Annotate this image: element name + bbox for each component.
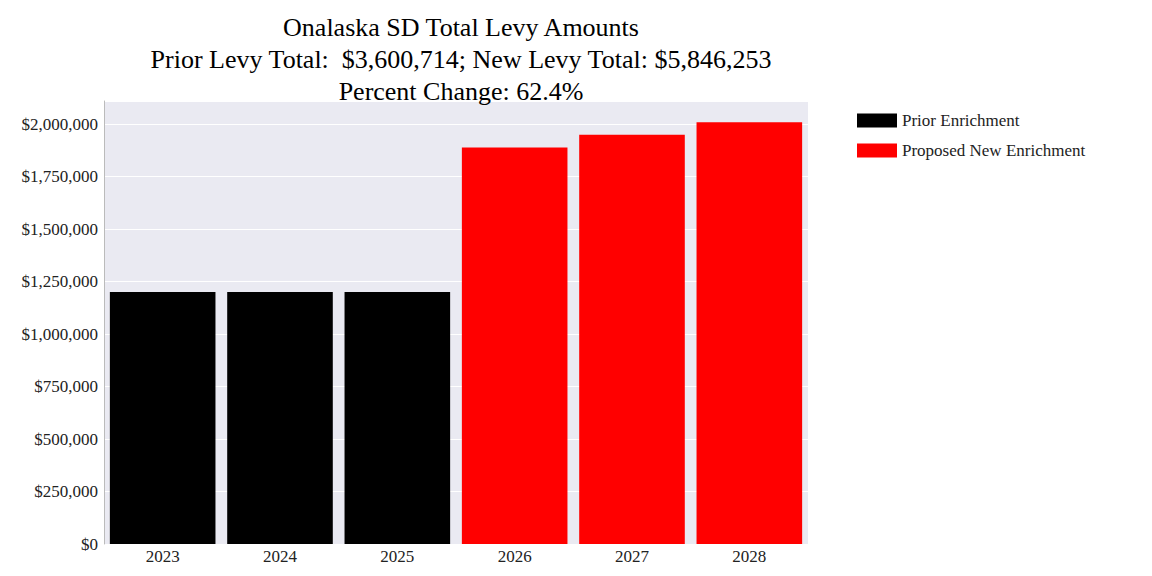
svg-text:$500,000: $500,000 [34, 430, 98, 449]
svg-text:2024: 2024 [263, 547, 298, 566]
svg-text:2025: 2025 [380, 547, 414, 566]
svg-text:Prior Enrichment: Prior Enrichment [902, 111, 1020, 130]
svg-text:$750,000: $750,000 [34, 377, 98, 396]
svg-text:Onalaska SD Total Levy Amounts: Onalaska SD Total Levy Amounts [283, 13, 639, 42]
svg-text:2026: 2026 [498, 547, 532, 566]
svg-text:$1,500,000: $1,500,000 [22, 220, 99, 239]
svg-text:$1,750,000: $1,750,000 [22, 167, 99, 186]
svg-text:Proposed New Enrichment: Proposed New Enrichment [902, 141, 1085, 160]
svg-text:Prior Levy Total: $3,600,714;: Prior Levy Total: $3,600,714; New Levy T… [151, 45, 772, 74]
svg-text:2023: 2023 [146, 547, 180, 566]
svg-text:$250,000: $250,000 [34, 482, 98, 501]
svg-text:$1,250,000: $1,250,000 [22, 272, 99, 291]
svg-text:Percent Change: 62.4%: Percent Change: 62.4% [339, 77, 584, 106]
svg-text:$1,000,000: $1,000,000 [22, 325, 99, 344]
svg-text:$0: $0 [81, 535, 98, 554]
svg-text:2028: 2028 [732, 547, 766, 566]
svg-text:2027: 2027 [615, 547, 650, 566]
svg-text:$2,000,000: $2,000,000 [22, 115, 99, 134]
